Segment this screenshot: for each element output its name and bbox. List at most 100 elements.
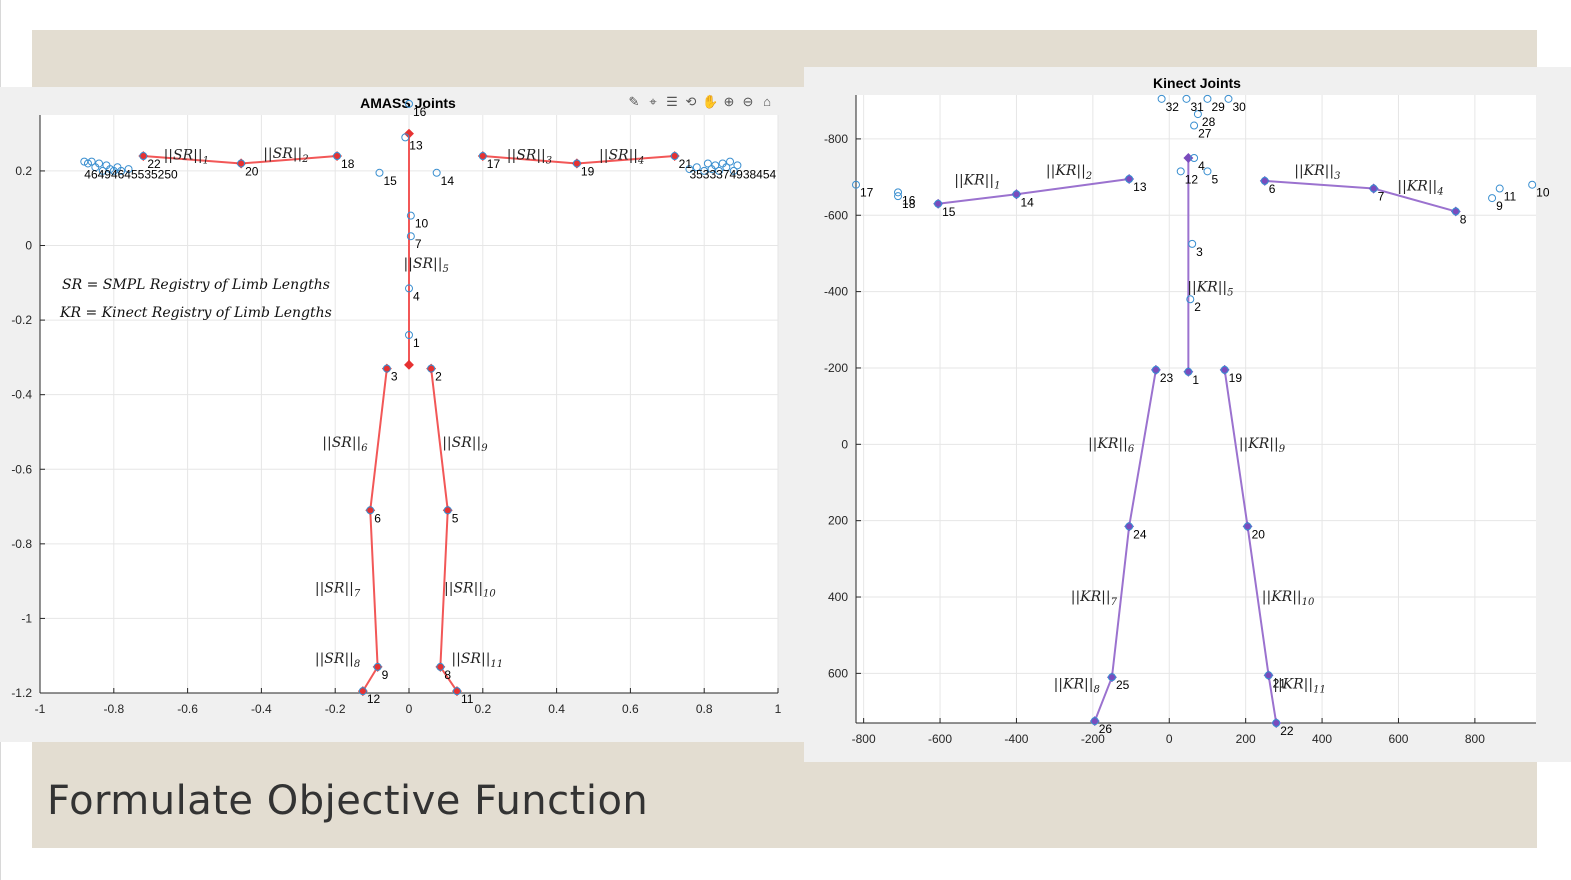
joint-label: 25	[1116, 678, 1130, 692]
joint-marker	[405, 331, 413, 340]
hand-joint-marker	[98, 166, 107, 175]
limb-label: ||SR||3	[507, 148, 552, 167]
joint-marker	[1369, 184, 1378, 193]
hand-joint-marker	[685, 165, 694, 174]
joint-marker	[1190, 121, 1199, 130]
joint-marker	[405, 99, 413, 108]
rotate-icon[interactable]: ⟲	[685, 94, 697, 109]
joint-label: 15	[942, 205, 956, 219]
limb-segment	[576, 155, 675, 165]
joint-label: 19	[581, 164, 595, 178]
joint-marker	[436, 662, 445, 671]
joint-marker	[452, 687, 461, 696]
limb-segment	[430, 368, 458, 692]
joint-marker	[894, 188, 903, 197]
joint-marker	[1243, 522, 1252, 531]
joint-label: 5	[452, 511, 459, 525]
joint-label: 18	[902, 197, 916, 211]
hand-joint-marker	[714, 166, 723, 175]
joint-marker	[1451, 207, 1460, 216]
y-tick-label: -0.2	[11, 313, 32, 327]
x-tick-label: -800	[852, 732, 876, 746]
limb-segment	[1223, 369, 1278, 724]
hand-joint-marker	[106, 165, 115, 174]
x-tick-label: -1	[35, 702, 46, 716]
hand-joint-marker	[124, 165, 133, 174]
limb-label: ||KR||10	[1262, 589, 1315, 608]
y-tick-label: -1	[21, 611, 32, 625]
hand-cluster-label-left: 46494645535250	[84, 168, 178, 182]
joint-label: 27	[1198, 127, 1212, 141]
brush-icon[interactable]: ✎	[628, 94, 640, 109]
joint-marker	[1182, 94, 1191, 103]
data-tip-icon[interactable]: ⌖	[649, 94, 657, 109]
kinect-figure: Kinect Joints -800 -600 -400 -200 0 200 400 600…	[804, 67, 1571, 762]
joint-label: 4	[413, 289, 420, 303]
joint-label: 16	[902, 193, 916, 207]
joint-marker	[1012, 190, 1021, 199]
zoom-out-icon[interactable]: ⊖	[742, 94, 754, 109]
home-icon[interactable]: ⌂	[763, 94, 771, 109]
limb-segment	[241, 155, 338, 165]
x-tick-label: 400	[1312, 732, 1332, 746]
joint-marker	[1220, 365, 1229, 374]
joint-marker	[1090, 717, 1099, 726]
joint-label: 7	[415, 237, 422, 251]
joint-marker	[934, 199, 943, 208]
pan-icon[interactable]: ✋	[702, 94, 719, 109]
joint-marker	[1264, 671, 1273, 680]
limb-segment	[482, 155, 577, 165]
limb-label: ||KR||4	[1397, 178, 1443, 197]
joint-label: 26	[1099, 722, 1113, 736]
legend-icon[interactable]: ☰	[666, 94, 678, 109]
joint-label: 14	[441, 174, 455, 188]
limb-segment	[143, 155, 242, 165]
joint-label: 20	[1252, 527, 1266, 541]
joint-marker	[1193, 110, 1202, 119]
hand-joint-marker	[87, 157, 96, 166]
joint-marker	[1272, 719, 1281, 727]
x-tick-label: 0.2	[474, 702, 491, 716]
joint-marker	[366, 506, 375, 515]
joint-marker	[1488, 194, 1497, 203]
y-tick-label: 0	[841, 437, 848, 451]
joint-marker	[375, 168, 384, 177]
joint-marker	[1495, 184, 1504, 193]
joint-marker	[572, 159, 581, 168]
joint-label: 13	[409, 138, 423, 152]
limb-label: ||KR||8	[1054, 677, 1100, 696]
joint-marker	[237, 159, 246, 168]
limb-node	[404, 359, 414, 370]
kr-definition-note: KR = Kinect Registry of Limb Lengths	[60, 305, 332, 321]
joint-label: 21	[1273, 676, 1287, 690]
kinect-plot: -800 -600 -400 -200 0 200 400 600 800-800-600-40…	[824, 94, 1550, 746]
joint-label: 31	[1190, 100, 1204, 114]
joint-marker	[670, 152, 679, 161]
joint-label: 28	[1202, 115, 1216, 129]
joint-label: 17	[487, 157, 501, 171]
x-tick-label: 0.6	[622, 702, 639, 716]
x-tick-label: 200	[1236, 732, 1256, 746]
joint-marker	[1260, 176, 1269, 185]
zoom-in-icon[interactable]: ⊕	[723, 94, 735, 109]
x-tick-label: 0	[406, 702, 413, 716]
joint-marker	[852, 180, 860, 189]
hand-joint-marker	[95, 159, 104, 168]
joint-marker	[1176, 167, 1185, 176]
joint-label: 22	[147, 157, 161, 171]
plot-toolbar: ✎ ⌖ ☰ ⟲ ✋ ⊕ ⊖ ⌂	[626, 94, 775, 110]
joint-label: 3	[391, 370, 398, 384]
joint-label: 11	[461, 692, 474, 706]
x-tick-label: 1	[775, 702, 782, 716]
hand-joint-marker	[729, 166, 738, 175]
joint-marker	[1184, 367, 1193, 376]
joint-label: 18	[341, 157, 355, 171]
x-tick-label: 0.8	[696, 702, 713, 716]
kinect-chart-title: Kinect Joints	[1153, 75, 1241, 91]
x-tick-label: -200	[1081, 732, 1105, 746]
joint-marker	[406, 211, 415, 220]
hand-joint-marker	[722, 163, 731, 172]
joint-label: 1	[1192, 373, 1199, 387]
joint-label: 4	[1198, 159, 1205, 173]
y-tick-label: -800	[824, 132, 848, 146]
